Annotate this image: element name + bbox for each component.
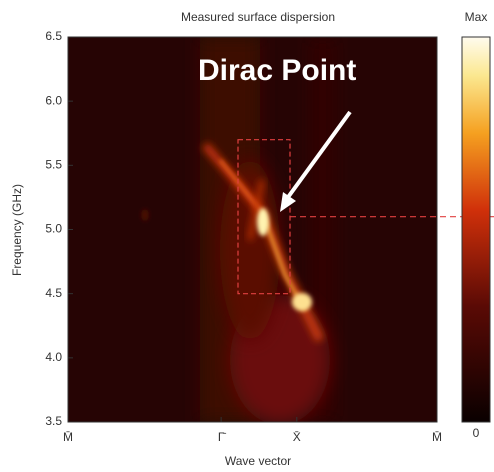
heatmap [68, 37, 437, 422]
chart-title: Measured surface dispersion [181, 10, 335, 24]
arrow-shaft [284, 110, 352, 202]
y-axis-label: Frequency (GHz) [10, 184, 24, 276]
y-tick-label: 3.5 [45, 414, 62, 428]
colorbar-min: 0 [473, 426, 480, 440]
y-tick-label: 5.0 [45, 222, 62, 236]
x-axis-label: Wave vector [225, 454, 291, 468]
y-tick-label: 6.0 [45, 93, 62, 107]
y-tick-label: 4.5 [45, 286, 62, 300]
arrow-head [280, 192, 296, 212]
colorbar-max: Max [465, 10, 488, 24]
x-tick-label: M̄ [432, 430, 442, 444]
y-tick-label: 6.5 [45, 29, 62, 43]
x-tick-label: Γ̄ [218, 430, 227, 444]
y-tick-label: 5.5 [45, 158, 62, 172]
x-tick-label: M̄ [63, 430, 73, 444]
y-tick-label: 4.0 [45, 350, 62, 364]
colorbar [461, 36, 491, 423]
x-tick-label: X̄ [293, 430, 301, 444]
annotation: Dirac Point [198, 54, 356, 87]
